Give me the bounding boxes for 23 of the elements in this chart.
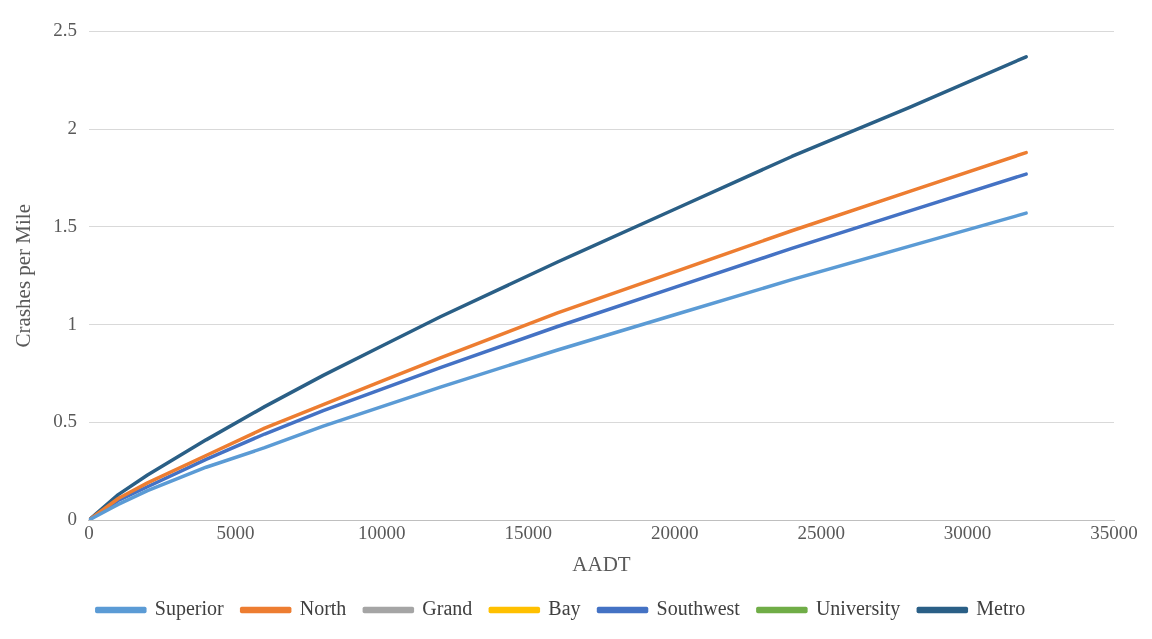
y-tick-label: 0 [67,507,77,529]
x-tick-label: 25000 [797,522,845,544]
y-tick-label: 1.5 [53,214,77,236]
x-tick-label: 10000 [358,522,406,544]
y-tick-label: 0.5 [53,410,77,432]
y-tick-label: 2 [67,117,77,139]
y-axis-title: Crashes per Mile [11,203,36,348]
x-tick-label: 5000 [216,522,255,544]
legend-label: University [815,597,901,621]
x-tick-label: 0 [84,522,94,544]
legend-label: Bay [548,597,581,621]
legend-label: North [299,597,347,620]
legend-label: Metro [976,597,1026,620]
x-tick-label: 30000 [943,522,992,544]
x-axis-title: AADT [572,551,631,576]
y-tick-label: 1 [67,312,77,334]
x-tick-label: 20000 [650,522,699,544]
legend-label: Grand [422,597,473,620]
x-tick-label: 35000 [1090,522,1138,544]
x-tick-label: 15000 [504,522,553,544]
legend-label: Southwest [656,597,741,620]
legend-label: Superior [154,597,225,621]
y-tick-label: 2.5 [53,19,77,41]
